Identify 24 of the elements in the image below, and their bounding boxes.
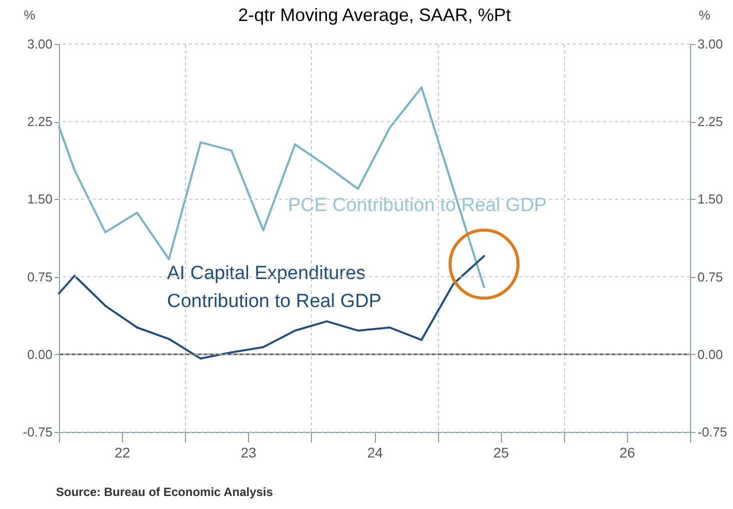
y-tick-label: -0.75 <box>22 424 52 440</box>
x-tick-label: 22 <box>114 444 130 460</box>
line-series <box>58 255 486 360</box>
x-tick-label: 25 <box>493 444 510 460</box>
source-note: Source: Bureau of Economic Analysis <box>56 485 274 499</box>
y2-tick-label: -0.75 <box>698 424 728 440</box>
y2-axis-title: % <box>698 8 711 22</box>
y2-tick-label: 0.00 <box>698 346 723 362</box>
y-tick-label: 0.75 <box>27 269 52 284</box>
x-tick-label: 26 <box>619 444 636 460</box>
y2-tick-label: 0.75 <box>698 269 723 284</box>
y2-tick-label: 1.50 <box>698 192 723 207</box>
series-label: AI Capital Expenditures Contribution to Real GDP <box>167 263 382 312</box>
y-axis-title: % <box>24 8 36 22</box>
y-tick-label: 2.25 <box>27 114 52 130</box>
x-tick-label: 24 <box>367 444 383 460</box>
series-label: PCE Contribution to Real GDP <box>288 195 547 216</box>
y-tick-label: 1.50 <box>27 192 52 207</box>
y-tick-label: 3.00 <box>27 36 52 52</box>
y-tick-label: 0.00 <box>27 346 52 362</box>
chart-title: 2-qtr Moving Average, SAAR, %Pt <box>238 5 511 25</box>
y2-tick-label: 2.25 <box>698 114 723 130</box>
x-tick-label: 23 <box>240 444 257 460</box>
y2-tick-label: 3.00 <box>698 36 723 52</box>
